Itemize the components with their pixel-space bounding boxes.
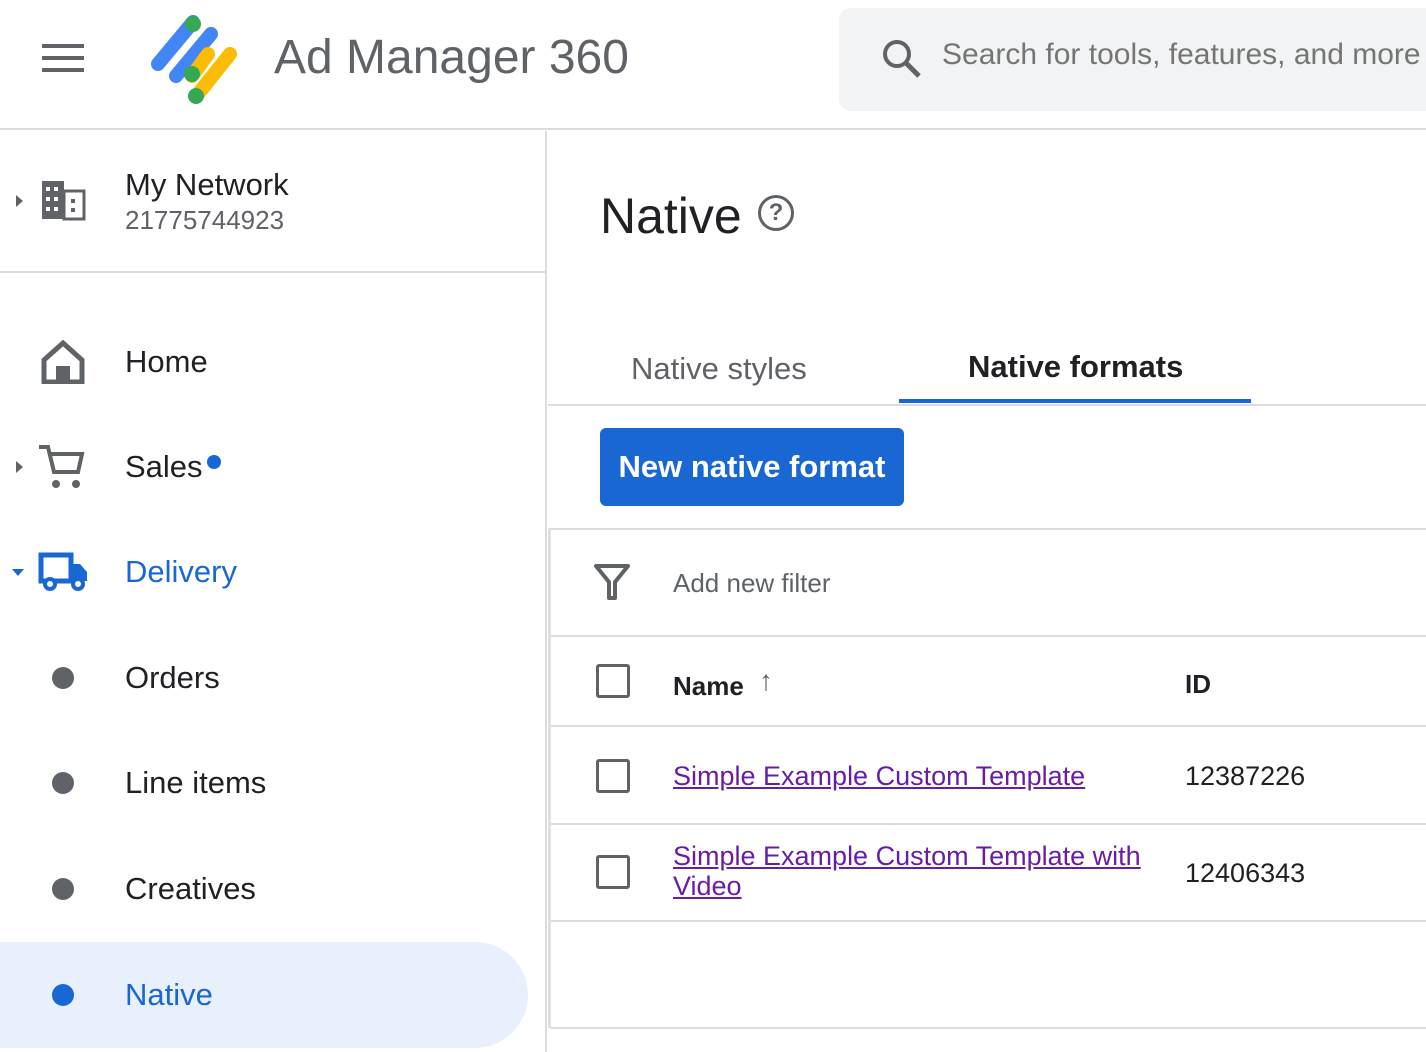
column-header-id[interactable]: ID — [1185, 669, 1211, 699]
filter-row[interactable]: Add new filter — [551, 530, 1426, 637]
sidebar-item-delivery[interactable]: Delivery — [0, 519, 528, 625]
bullet-icon — [52, 667, 74, 689]
sidebar-item-label: Creatives — [125, 871, 256, 906]
network-id: 21775744923 — [125, 205, 285, 235]
column-header-name[interactable]: Name — [673, 671, 744, 701]
sidebar-item-creatives[interactable]: Creatives — [0, 836, 528, 942]
page-title: Native — [600, 188, 742, 244]
network-name: My Network — [125, 167, 289, 202]
building-icon — [42, 181, 86, 221]
table-row: Simple Example Custom Template with Vide… — [551, 825, 1426, 922]
expand-caret-icon[interactable] — [16, 461, 23, 473]
tab-native-styles[interactable]: Native styles — [631, 351, 807, 386]
new-native-format-button[interactable]: New native format — [600, 428, 904, 506]
search-bar[interactable] — [839, 8, 1426, 111]
home-icon — [41, 340, 85, 384]
sidebar-item-label: Line items — [125, 765, 267, 800]
truck-icon — [38, 552, 87, 591]
table-header: Name ↑ ID — [551, 637, 1426, 727]
tab-native-formats[interactable]: Native formats — [968, 349, 1184, 384]
sidebar-item-label: Native — [125, 977, 213, 1012]
format-id: 12387226 — [1185, 761, 1306, 791]
tab-indicator — [899, 399, 1251, 403]
expand-caret-icon[interactable] — [16, 195, 23, 207]
bullet-icon — [52, 772, 74, 794]
sort-ascending-icon[interactable]: ↑ — [759, 665, 773, 696]
search-icon — [883, 40, 921, 78]
sidebar-item-sales[interactable]: Sales — [0, 414, 528, 520]
format-id: 12406343 — [1185, 858, 1306, 888]
sidebar-item-native[interactable]: Native — [0, 942, 528, 1048]
row-checkbox[interactable] — [596, 759, 630, 793]
app-title: Ad Manager 360 — [274, 31, 629, 84]
collapse-caret-icon[interactable] — [12, 569, 24, 576]
table-row: Simple Example Custom Template 12387226 — [551, 727, 1426, 825]
formats-table: Add new filter Name ↑ ID Simple Example … — [548, 528, 1426, 1029]
sidebar-item-label: Orders — [125, 660, 220, 695]
sidebar-item-label: Delivery — [125, 554, 237, 589]
format-name-link[interactable]: Simple Example Custom Template with Vide… — [673, 841, 1141, 901]
bullet-icon — [52, 878, 74, 900]
select-all-checkbox[interactable] — [596, 664, 630, 698]
sidebar-item-line-items[interactable]: Line items — [0, 730, 528, 836]
sidebar-item-label: Home — [125, 344, 208, 379]
format-name-link[interactable]: Simple Example Custom Template — [673, 761, 1086, 791]
menu-icon[interactable] — [42, 44, 84, 74]
filter-icon — [594, 564, 630, 600]
sidebar: My Network 21775744923 Home Sales Delive… — [0, 131, 547, 1052]
sidebar-item-orders[interactable]: Orders — [0, 625, 528, 731]
main-content: Native ? Native styles Native formats Ne… — [548, 131, 1426, 1052]
sidebar-item-label: Sales — [125, 449, 203, 484]
ad-manager-logo — [151, 15, 237, 104]
search-input[interactable] — [942, 38, 1426, 72]
help-icon[interactable]: ? — [758, 195, 794, 231]
notification-dot — [207, 455, 221, 469]
table-footer-divider — [551, 1027, 1426, 1029]
top-bar: Ad Manager 360 — [0, 0, 1426, 130]
sidebar-item-home[interactable]: Home — [0, 309, 528, 415]
network-selector[interactable]: My Network 21775744923 — [0, 131, 545, 273]
cart-icon — [39, 445, 85, 488]
tab-bar: Native styles Native formats — [548, 331, 1426, 406]
row-checkbox[interactable] — [596, 855, 630, 889]
bullet-icon — [52, 984, 74, 1006]
filter-placeholder[interactable]: Add new filter — [673, 568, 831, 598]
